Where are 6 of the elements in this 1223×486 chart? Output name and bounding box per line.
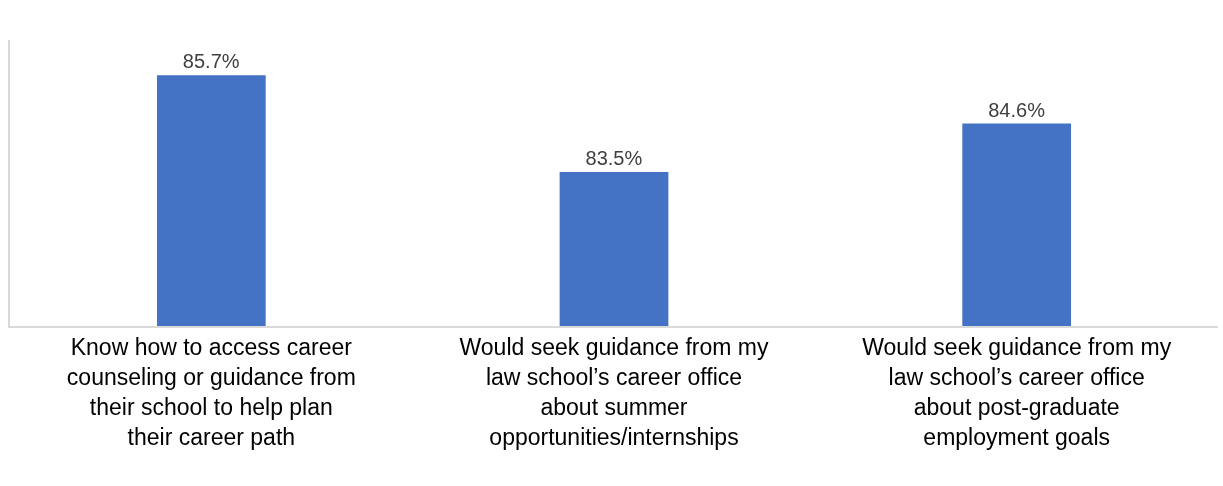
data-label: 84.6% (988, 98, 1046, 121)
data-label: 83.5% (585, 147, 643, 169)
data-label: 85.7% (182, 50, 240, 73)
x-tick-label: Would seek guidance from my law school’s career office about post-graduate employment goals (862, 334, 1172, 451)
x-tick-label: Know how to access career counseling or guidance from their school to help plan their career path (66, 334, 356, 451)
x-tick-label: Would seek guidance from my law school’s career office about summer opportunities/internships (459, 334, 769, 451)
